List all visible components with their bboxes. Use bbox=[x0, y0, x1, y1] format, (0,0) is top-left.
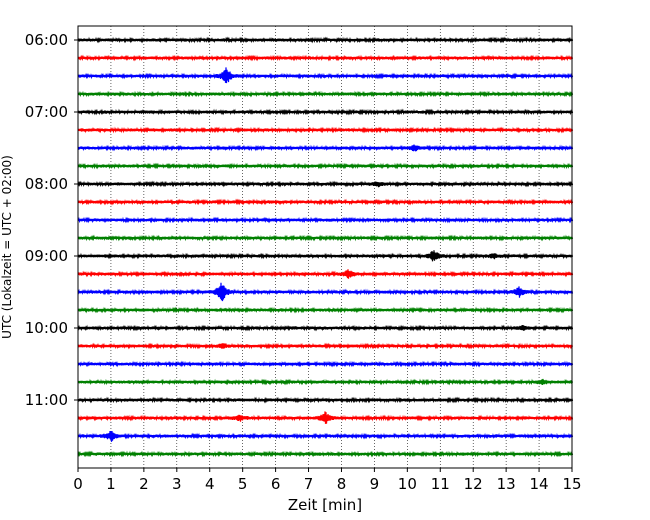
x-tick-label: 10 bbox=[398, 475, 417, 493]
trace-1145 bbox=[77, 450, 574, 458]
trace-0615 bbox=[77, 54, 574, 62]
trace-0730 bbox=[77, 144, 574, 152]
x-tick-label: 2 bbox=[139, 475, 149, 493]
trace-0815 bbox=[77, 198, 574, 206]
x-tick-label: 1 bbox=[106, 475, 116, 493]
y-tick-label: 07:00 bbox=[25, 103, 68, 121]
y-tick-label: 11:00 bbox=[25, 391, 68, 409]
x-axis-label: Zeit [min] bbox=[288, 496, 362, 514]
trace-0845 bbox=[77, 234, 574, 242]
x-tick-label: 8 bbox=[337, 475, 347, 493]
y-axis-ticks: 06:00 07:00 08:00 09:00 10:00 11:00 bbox=[25, 31, 78, 409]
trace-0600 bbox=[77, 36, 574, 44]
x-tick-label: 13 bbox=[497, 475, 516, 493]
y-tick-label: 06:00 bbox=[25, 31, 68, 49]
x-tick-label: 14 bbox=[530, 475, 549, 493]
trace-0930 bbox=[77, 282, 574, 302]
y-tick-label: 10:00 bbox=[25, 319, 68, 337]
trace-0745 bbox=[77, 162, 574, 170]
trace-0645 bbox=[77, 90, 574, 98]
trace-1000 bbox=[77, 324, 574, 332]
seismic-traces bbox=[77, 36, 574, 458]
trace-0945 bbox=[77, 306, 574, 314]
trace-0700 bbox=[77, 108, 574, 116]
x-tick-label: 6 bbox=[271, 475, 281, 493]
x-tick-label: 4 bbox=[205, 475, 215, 493]
x-tick-label: 9 bbox=[370, 475, 380, 493]
trace-0630 bbox=[77, 67, 574, 84]
trace-1045 bbox=[77, 378, 574, 386]
y-tick-label: 09:00 bbox=[25, 247, 68, 265]
y-tick-label: 08:00 bbox=[25, 175, 68, 193]
x-tick-label: 12 bbox=[464, 475, 483, 493]
trace-0830 bbox=[77, 216, 574, 224]
x-tick-label: 11 bbox=[431, 475, 450, 493]
x-tick-label: 3 bbox=[172, 475, 182, 493]
trace-1130 bbox=[77, 431, 574, 442]
trace-1100 bbox=[77, 396, 574, 404]
x-tick-label: 0 bbox=[73, 475, 83, 493]
trace-0800 bbox=[77, 180, 574, 188]
y-axis-label: UTC (Lokalzeit = UTC + 02:00) bbox=[0, 155, 14, 339]
x-tick-label: 7 bbox=[304, 475, 314, 493]
trace-1115 bbox=[77, 411, 574, 424]
x-tick-label: 15 bbox=[562, 475, 581, 493]
trace-0915 bbox=[77, 269, 574, 279]
trace-0900 bbox=[77, 250, 574, 262]
trace-1015 bbox=[77, 342, 574, 350]
trace-0715 bbox=[77, 126, 574, 134]
x-tick-label: 5 bbox=[238, 475, 248, 493]
trace-1030 bbox=[77, 360, 574, 368]
x-axis-ticks: 0 1 2 3 4 5 6 7 8 9 10 11 12 13 14 15 bbox=[73, 468, 582, 493]
plot-frame bbox=[77, 25, 573, 469]
